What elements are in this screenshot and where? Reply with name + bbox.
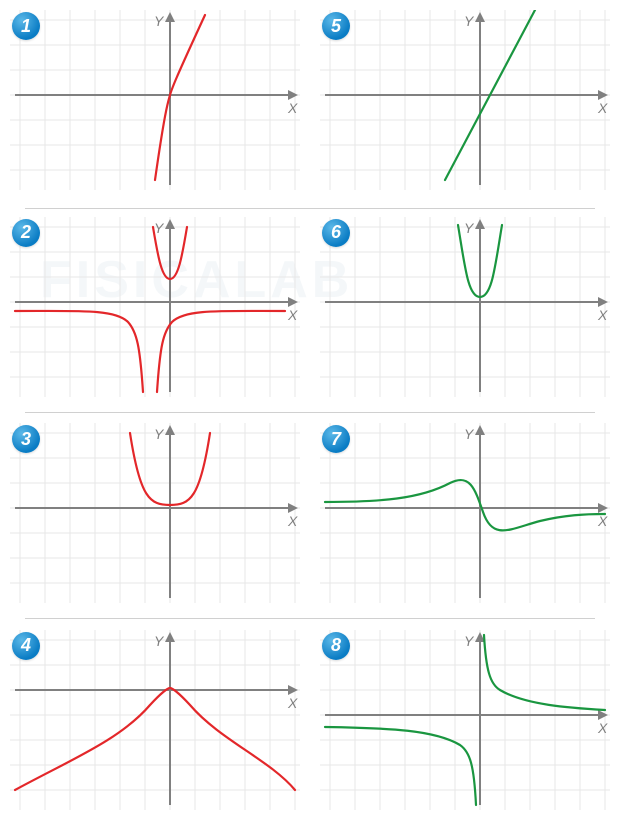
x-axis-label: X (597, 100, 608, 116)
panel-number-badge: 2 (12, 219, 40, 247)
mini-plot: XY (10, 423, 300, 603)
row-divider (25, 618, 595, 619)
chart-cell-7: 7XY (320, 423, 610, 622)
chart-cell-6: 6XY (320, 217, 610, 416)
chart-cell-4: 4XY (10, 630, 300, 829)
mini-plot: XY (10, 217, 300, 397)
mini-plot: XY (10, 10, 300, 190)
chart-cell-1: 1XY (10, 10, 300, 209)
mini-plot: XY (10, 630, 300, 810)
curve (15, 688, 295, 790)
y-axis-label: Y (154, 13, 165, 29)
y-axis-label: Y (154, 220, 165, 236)
panel-number-badge: 5 (322, 12, 350, 40)
chart-grid: 1XY5XY2XY6XY3XY7XY4XY8XY (10, 10, 610, 828)
panel-number-badge: 4 (12, 632, 40, 660)
panel-number-badge: 6 (322, 219, 350, 247)
chart-cell-2: 2XY (10, 217, 300, 416)
y-axis-label: Y (154, 633, 165, 649)
x-axis-label: X (287, 513, 298, 529)
panel-number-badge: 1 (12, 12, 40, 40)
y-axis-label: Y (464, 220, 475, 236)
y-axis-label: Y (464, 426, 475, 442)
mini-plot: XY (320, 217, 610, 397)
x-axis-label: X (287, 695, 298, 711)
x-axis-label: X (597, 307, 608, 323)
panel-number-badge: 3 (12, 425, 40, 453)
mini-plot: XY (320, 423, 610, 603)
mini-plot: XY (320, 10, 610, 190)
y-axis-label: Y (154, 426, 165, 442)
panel-number-badge: 7 (322, 425, 350, 453)
y-axis-label: Y (464, 633, 475, 649)
row-divider (25, 412, 595, 413)
curve (155, 15, 205, 180)
mini-plot: XY (320, 630, 610, 810)
chart-cell-8: 8XY (320, 630, 610, 829)
panel-number-badge: 8 (322, 632, 350, 660)
x-axis-label: X (287, 307, 298, 323)
chart-cell-5: 5XY (320, 10, 610, 209)
chart-cell-3: 3XY (10, 423, 300, 622)
curve (15, 310, 143, 391)
curve (157, 310, 285, 391)
curve (325, 480, 605, 530)
chart-grid-container: FISICALAB 1XY5XY2XY6XY3XY7XY4XY8XY (0, 0, 620, 838)
curve (484, 635, 605, 710)
row-divider (25, 208, 595, 209)
x-axis-label: X (597, 720, 608, 736)
y-axis-label: Y (464, 13, 475, 29)
curve (325, 727, 476, 805)
x-axis-label: X (597, 513, 608, 529)
x-axis-label: X (287, 100, 298, 116)
